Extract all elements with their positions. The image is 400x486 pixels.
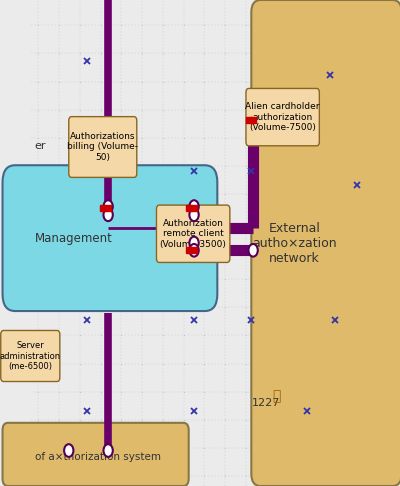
Text: Server
administration
(me-6500): Server administration (me-6500) (0, 341, 61, 371)
Text: Authorization
remote client
(Volume-3500): Authorization remote client (Volume-3500… (160, 219, 226, 249)
Text: 1227: 1227 (251, 398, 280, 408)
Circle shape (190, 208, 199, 221)
Text: er: er (35, 141, 46, 151)
Circle shape (64, 444, 74, 457)
Circle shape (104, 444, 113, 457)
FancyBboxPatch shape (2, 423, 189, 486)
Circle shape (190, 200, 199, 213)
Text: of a×thorization system: of a×thorization system (35, 452, 161, 462)
Circle shape (104, 208, 113, 221)
FancyBboxPatch shape (69, 117, 137, 177)
Text: Alien cardholder
authorization
(Volume-7500): Alien cardholder authorization (Volume-7… (245, 102, 320, 132)
FancyBboxPatch shape (246, 88, 319, 146)
Circle shape (190, 237, 199, 249)
Text: Authorizations
billing (Volume-
50): Authorizations billing (Volume- 50) (67, 132, 138, 162)
Circle shape (104, 200, 113, 213)
FancyBboxPatch shape (251, 0, 400, 486)
Text: Management: Management (35, 232, 113, 244)
Text: 🐦: 🐦 (272, 389, 280, 403)
Circle shape (248, 244, 258, 257)
FancyBboxPatch shape (156, 205, 230, 262)
Text: External
autho×zation
network: External autho×zation network (252, 222, 337, 264)
Circle shape (190, 244, 199, 257)
FancyBboxPatch shape (2, 165, 217, 311)
FancyBboxPatch shape (1, 330, 60, 382)
